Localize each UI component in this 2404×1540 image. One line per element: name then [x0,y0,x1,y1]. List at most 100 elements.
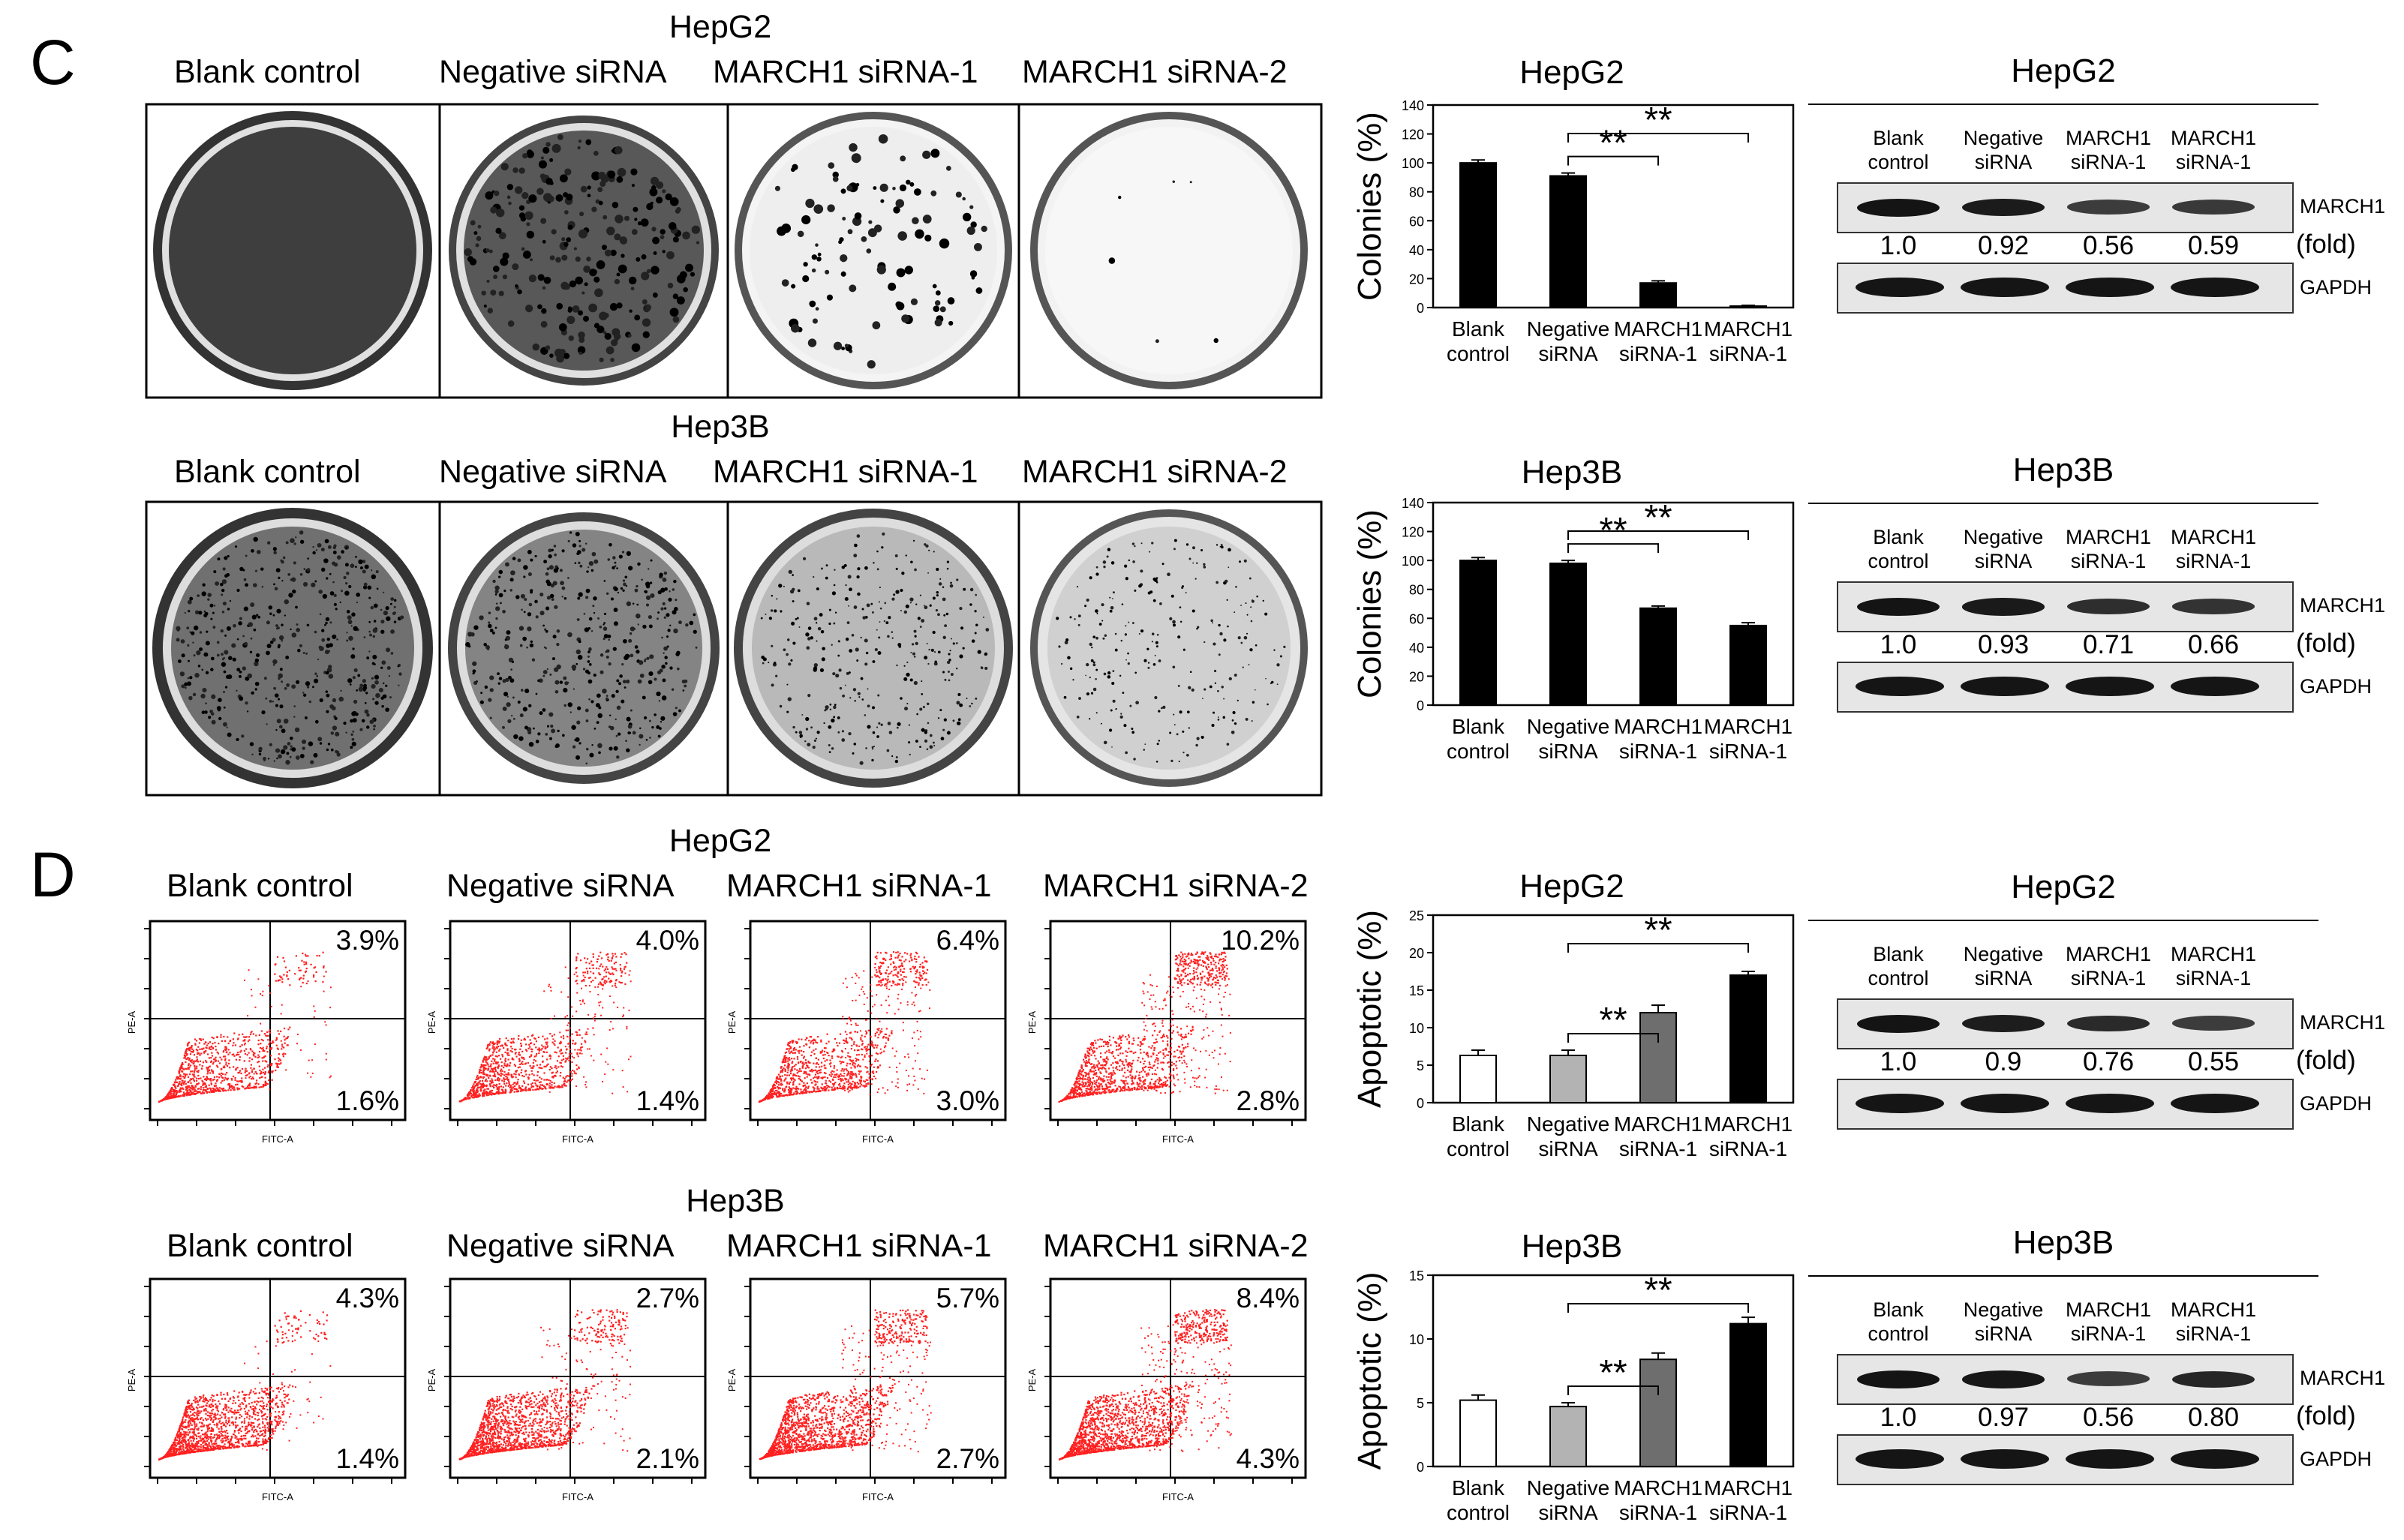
flow-dots [158,951,332,1103]
flow-lower-right-percent: 1.4% [636,1085,699,1116]
flow-hep3b-label-2: Negative siRNA [446,1228,675,1264]
western-target-label: MARCH1 [2300,1011,2386,1034]
western-loading-label: GAPDH [2300,1448,2372,1470]
flow-upper-right-percent: 3.9% [336,925,399,956]
flow-upper-right-percent: 10.2% [1221,925,1300,956]
chart-y-tick-label: 120 [1402,128,1424,143]
western-march1-strip [1837,998,2294,1049]
chart-significance-label: ** [1644,911,1672,950]
chart-y-tick-label: 10 [1409,1021,1424,1036]
chart-significance-label: ** [1644,101,1672,140]
western-fold-value: 0.93 [1977,630,2030,659]
chart-category-label: MARCH1 [1704,1476,1792,1499]
flow-hepg2-label-2: Negative siRNA [446,868,675,904]
western-gapdh-band [2171,278,2259,297]
flow-dots [1058,1309,1232,1460]
chart-significance-bracket [1567,1033,1659,1043]
western-lane-label: Blank control [1868,1298,1929,1345]
western-target-label: MARCH1 [2300,1367,2386,1389]
flow-upper-right-percent: 4.0% [636,925,699,956]
western-gapdh-band [2171,677,2259,696]
chart-y-tick-label: 100 [1402,156,1424,171]
flow-plot-hepg2-2: FITC-A PE-A 4.0% 1.4% [426,920,707,1145]
chart-y-tick-label: 140 [1402,98,1424,113]
chart-significance-bracket [1567,133,1749,143]
flow-hep3b-title: Hep3B [686,1183,785,1219]
colony-hepg2-plate-3 [735,112,1012,389]
western-blot-d-hep3b: Hep3B Blank control Negative siRNA MARCH1 s… [1808,1217,2393,1502]
western-blot-c-hep3b: Hep3B Blank control Negative siRNA MARCH1 s… [1808,444,2393,729]
chart-category-label: Blank [1452,1112,1505,1136]
western-lane-label: Negative siRNA [1963,526,2044,572]
western-fold-value: 0.59 [2187,231,2240,260]
western-fold-value: 0.56 [2082,231,2135,260]
chart-significance-bracket [1567,943,1749,953]
chart-y-tick-label: 0 [1417,698,1424,713]
chart-apoptosis-hep3b: Apoptotic (%) 051015BlankcontrolNegatives… [1351,1268,1795,1524]
chart-category-label: control [1447,342,1510,365]
flow-plot-hep3b-3: FITC-A PE-A 5.7% 2.7% [726,1277,1007,1502]
western-fold-value: 0.56 [2082,1403,2135,1432]
chart-y-tick-label: 120 [1402,525,1424,540]
chart-y-tick-label: 80 [1409,583,1424,598]
western-gapdh-band [2171,1094,2259,1113]
chart-category-label: MARCH1 [1614,715,1702,738]
chart-plot-frame [1432,914,1795,1104]
chart-category-label: control [1447,1137,1510,1160]
western-target-label: MARCH1 [2300,594,2386,617]
chart-y-tick-label: 0 [1417,1460,1424,1475]
chart-y-tick-label: 100 [1402,554,1424,569]
chart-y-axis-label: Colonies (%) [1351,112,1388,301]
flow-plot-frame [749,920,1007,1121]
western-march1-band [1962,1015,2045,1033]
western-blot-title: Hep3B [2012,1224,2114,1261]
chart-bar [1639,607,1677,706]
chart-category-label: siRNA [1538,740,1598,763]
chart-category-label: control [1447,1501,1510,1524]
western-gapdh-band [1961,677,2049,696]
western-gapdh-strip [1837,263,2294,314]
flow-dots [758,951,931,1103]
flow-plot-frame [1049,920,1307,1121]
western-blot-divider [1808,104,2318,105]
western-march1-strip [1837,182,2294,233]
flow-plot-frame [749,1277,1007,1479]
flow-y-axis-label: PE-A [126,1011,137,1034]
chart-category-label: Negative [1527,1476,1610,1499]
flow-lower-right-percent: 4.3% [1237,1443,1300,1474]
western-gapdh-band [1961,1449,2049,1469]
colony-hep3b-label-2: Negative siRNA [439,454,667,490]
western-lane-label: Blank control [1868,127,1929,173]
western-march1-band [1857,1370,1940,1388]
chart-category-label: control [1447,740,1510,763]
chart-bar [1549,175,1587,308]
chart-category-label: MARCH1 [1614,1112,1702,1136]
chart-y-tick-label: 25 [1409,908,1424,923]
chart-plot-frame [1432,501,1795,707]
chart-significance-bracket [1567,1385,1659,1395]
flow-dots [759,1309,932,1460]
chart-significance-label: ** [1599,1353,1627,1393]
western-march1-band [2172,599,2255,614]
western-gapdh-strip [1837,1434,2294,1485]
chart-category-label: Blank [1452,715,1505,738]
flow-plot-hep3b-2: FITC-A PE-A 2.7% 2.1% [426,1277,707,1502]
flow-lower-right-percent: 2.1% [636,1443,699,1474]
flow-x-axis-label: FITC-A [1162,1133,1194,1145]
western-blot-title: HepG2 [2011,869,2116,905]
western-gapdh-band [1961,278,2049,297]
western-fold-unit: (fold) [2296,1401,2356,1430]
panel-label-c: C [30,27,76,98]
colony-hep3b-plate-4 [1030,509,1308,787]
chart-bar [1639,1012,1677,1103]
western-lane-label: Negative siRNA [1963,127,2044,173]
chart-category-label: siRNA [1538,1501,1598,1524]
western-lane-label: MARCH1 siRNA-1 [2170,943,2256,989]
flow-upper-right-percent: 2.7% [636,1283,699,1313]
chart-y-tick-label: 20 [1409,272,1424,287]
flow-y-axis-label: PE-A [726,1011,738,1034]
flow-lower-right-percent: 1.4% [336,1443,399,1474]
flow-x-axis-label: FITC-A [262,1491,293,1502]
colony-hepg2-plate-4 [1030,112,1308,389]
chart-bar [1549,1055,1587,1103]
